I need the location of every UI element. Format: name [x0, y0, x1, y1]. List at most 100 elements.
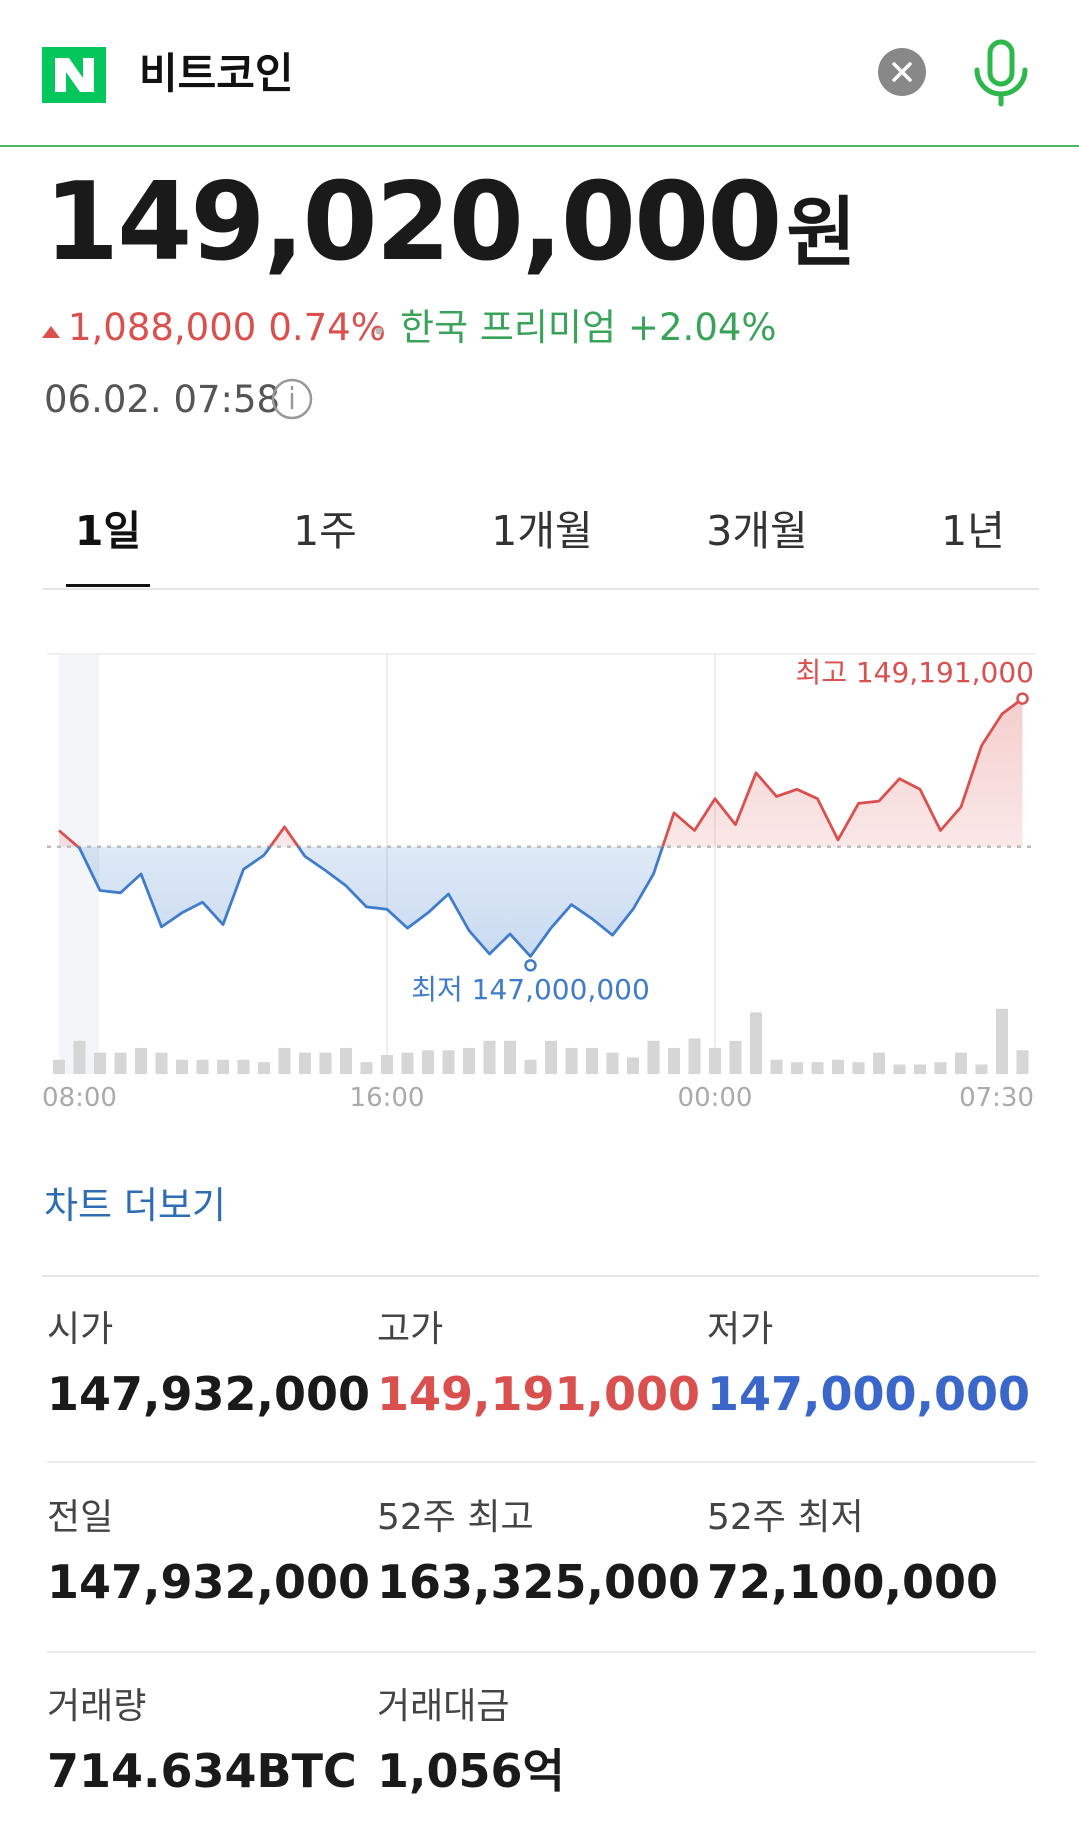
- premium-value: +2.04%: [628, 306, 777, 349]
- volume-bar: [729, 1040, 742, 1074]
- volume-bar: [791, 1062, 803, 1074]
- volume-bar: [237, 1059, 250, 1074]
- stat-label: 저가: [707, 1309, 773, 1350]
- volume-bar: [299, 1052, 311, 1074]
- mic-button[interactable]: [974, 39, 1028, 107]
- more-chart-link[interactable]: 차트 더보기: [44, 1184, 226, 1227]
- volume-bar: [647, 1040, 660, 1074]
- period-tab[interactable]: 1주: [293, 507, 357, 555]
- current-price: 149,020,000원: [44, 160, 854, 285]
- stat-value: 149,191,000: [377, 1367, 700, 1421]
- naver-logo[interactable]: [42, 47, 106, 103]
- volume-bar: [340, 1047, 352, 1074]
- info-icon[interactable]: [271, 378, 313, 420]
- volume-bar: [893, 1064, 906, 1074]
- volume-bar: [750, 1012, 762, 1074]
- volume-bar: [770, 1059, 783, 1074]
- high-annotation: 최고 149,191,000: [795, 656, 1034, 689]
- volume-bar: [914, 1064, 926, 1074]
- stat-label: 거래대금: [377, 1686, 509, 1727]
- volume-bar: [955, 1052, 967, 1074]
- volume-bar: [934, 1062, 947, 1074]
- stat-value: 72,100,000: [707, 1555, 998, 1609]
- low-annotation: 최저 147,000,000: [411, 973, 650, 1006]
- timestamp: 06.02. 07:58: [44, 378, 280, 421]
- search-header: 비트코인: [0, 0, 1079, 147]
- volume-bar: [545, 1040, 557, 1074]
- volume-bar: [360, 1062, 373, 1074]
- up-triangle: [42, 326, 60, 338]
- volume-bar: [565, 1047, 578, 1074]
- premium-label: 한국 프리미엄: [400, 306, 616, 349]
- volume-bar: [688, 1038, 701, 1074]
- high-marker: [1016, 692, 1029, 705]
- volume-bar: [483, 1040, 496, 1074]
- stat-value: 163,325,000: [377, 1555, 700, 1609]
- volume-bar: [852, 1062, 865, 1074]
- search-query[interactable]: 비트코인: [139, 49, 294, 98]
- change-rate: 0.74%: [268, 306, 386, 349]
- volume-bar: [73, 1040, 86, 1074]
- price-change: 1,088,000 0.74%: [68, 306, 386, 349]
- premium: 한국 프리미엄 +2.04%: [400, 306, 777, 349]
- area-up: [59, 698, 1023, 847]
- volume-bar: [811, 1062, 824, 1074]
- stats-grid: 시가147,932,000고가149,191,000저가147,000,000전…: [47, 1309, 1036, 1798]
- volume-bar: [422, 1050, 434, 1074]
- logo-letter: [55, 58, 94, 92]
- period-tab[interactable]: 1일: [75, 507, 141, 555]
- volume-bar: [381, 1055, 393, 1074]
- area-down: [77, 846, 663, 957]
- stat-label: 52주 최저: [707, 1497, 864, 1538]
- volume-bar: [53, 1059, 65, 1074]
- change-amount: 1,088,000: [68, 306, 256, 349]
- selected-tab-underline: [66, 584, 150, 587]
- volume-bar: [196, 1059, 209, 1074]
- period-tab[interactable]: 1개월: [491, 507, 593, 555]
- x-tick-label: 08:00: [42, 1083, 117, 1113]
- stat-label: 거래량: [47, 1686, 146, 1727]
- clear-icon: [892, 62, 912, 82]
- stat-value: 1,056억: [377, 1744, 565, 1798]
- price-chart: 최고 149,191,000 최저 147,000,000 08:00 16:00 00…: [42, 653, 1036, 1113]
- volume-bar: [217, 1059, 229, 1074]
- stat-label: 고가: [377, 1309, 443, 1350]
- stat-value: 714.634BTC: [47, 1744, 357, 1798]
- low-marker: [524, 959, 537, 972]
- stat-label: 전일: [47, 1497, 113, 1538]
- volume-bar: [606, 1052, 619, 1074]
- stat-value: 147,932,000: [47, 1555, 370, 1609]
- price-unit: 원: [786, 188, 854, 277]
- info-circle: [271, 378, 313, 420]
- x-tick-label: 00:00: [678, 1083, 753, 1113]
- volume-bar: [135, 1047, 147, 1074]
- volume-bar: [176, 1059, 188, 1074]
- volume-bar: [278, 1047, 291, 1074]
- mic-stand: [974, 67, 1028, 107]
- volume-bar: [94, 1052, 106, 1074]
- volume-bar: [504, 1040, 516, 1074]
- volume-bar: [442, 1050, 455, 1074]
- stat-value: 147,000,000: [707, 1367, 1030, 1421]
- volume-bar: [832, 1059, 844, 1074]
- period-tabs: 1일 1주 1개월 3개월 1년: [66, 507, 1005, 587]
- volume-bar: [873, 1052, 885, 1074]
- volume-bar: [258, 1062, 270, 1074]
- stat-label: 52주 최고: [377, 1497, 534, 1538]
- volume-bar: [975, 1064, 988, 1074]
- stat-label: 시가: [47, 1309, 113, 1350]
- period-tab[interactable]: 1년: [941, 507, 1005, 555]
- volume-bar: [586, 1047, 598, 1074]
- mic-body: [987, 39, 1015, 87]
- volume-bar: [463, 1047, 475, 1074]
- x-tick-label: 16:00: [350, 1083, 425, 1113]
- period-tab[interactable]: 3개월: [706, 507, 808, 555]
- volume-bar: [627, 1057, 639, 1074]
- volume-bar: [668, 1047, 680, 1074]
- volume-bar: [996, 1008, 1008, 1074]
- clear-button[interactable]: [878, 48, 926, 96]
- volume-bar: [1016, 1050, 1029, 1074]
- stat-value: 147,932,000: [47, 1367, 370, 1421]
